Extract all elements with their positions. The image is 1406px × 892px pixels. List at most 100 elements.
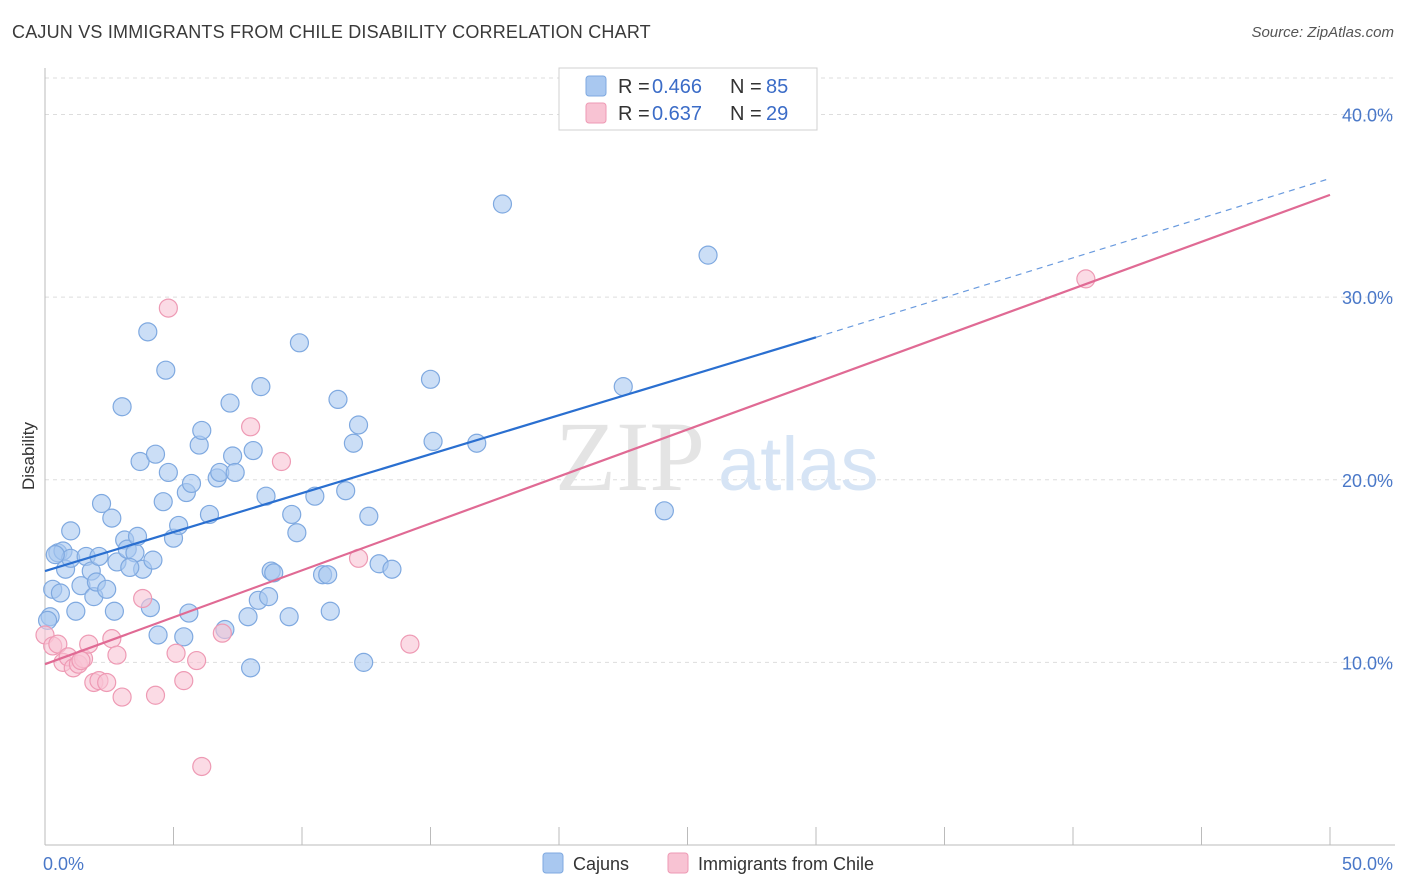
point-cajuns xyxy=(698,245,718,265)
x-tick-label: 50.0% xyxy=(1342,854,1393,874)
axes xyxy=(44,68,1395,846)
point-cajuns xyxy=(120,557,140,578)
point-cajuns xyxy=(225,462,245,483)
point-cajuns xyxy=(91,493,112,514)
point-cajuns xyxy=(348,415,369,435)
legend-n-value-cajuns: 85 xyxy=(766,76,788,98)
point-cajuns xyxy=(492,194,513,214)
point-cajuns xyxy=(174,627,194,647)
point-chile xyxy=(166,643,186,663)
trend-line-chile xyxy=(44,193,1331,666)
watermark-zip: ZIP xyxy=(555,401,705,512)
point-chile xyxy=(212,623,232,643)
point-cajuns xyxy=(179,603,199,623)
point-cajuns xyxy=(112,397,132,417)
point-cajuns xyxy=(423,431,443,452)
point-chile xyxy=(187,650,207,671)
point-cajuns xyxy=(145,444,166,464)
point-cajuns xyxy=(318,565,338,585)
y-tick-label: 30.0% xyxy=(1342,288,1393,308)
legend-top: R = 0.466 N = 85 R = 0.637 N = 29 xyxy=(558,67,818,131)
gridlines xyxy=(45,77,1395,663)
point-cajuns xyxy=(258,587,279,607)
point-cajuns xyxy=(130,451,150,472)
point-cajuns xyxy=(241,658,261,678)
legend-r-value-chile: 0.637 xyxy=(652,103,702,125)
point-cajuns xyxy=(220,393,240,413)
point-cajuns xyxy=(148,625,168,645)
legend-swatch-chile xyxy=(585,102,607,124)
point-cajuns xyxy=(336,481,356,501)
point-cajuns xyxy=(251,377,271,397)
point-cajuns xyxy=(153,492,173,512)
point-cajuns xyxy=(287,523,307,543)
point-cajuns xyxy=(243,440,263,461)
point-cajuns xyxy=(104,601,124,621)
y-tick-label: 20.0% xyxy=(1342,471,1393,491)
point-cajuns xyxy=(279,607,299,627)
point-cajuns xyxy=(343,433,363,453)
legend-r-label-cajuns: R = xyxy=(618,76,650,98)
bottom-legend-swatch-cajuns xyxy=(542,852,564,874)
bottom-legend-label-cajuns: Cajuns xyxy=(573,854,629,874)
watermark-atlas: atlas xyxy=(718,422,879,507)
y-tick-label: 10.0% xyxy=(1342,653,1393,673)
x-tick-label: 0.0% xyxy=(43,854,84,874)
tick-labels: 10.0% 20.0% 30.0% 40.0% 0.0% 50.0% xyxy=(43,106,1393,874)
point-cajuns xyxy=(143,550,163,570)
point-cajuns xyxy=(420,369,441,389)
chart-source: Source: ZipAtlas.com xyxy=(1251,24,1394,41)
point-chile xyxy=(271,451,292,472)
bottom-legend-label-chile: Immigrants from Chile xyxy=(698,854,874,874)
point-chile xyxy=(400,634,420,654)
data-points xyxy=(35,194,1096,777)
point-cajuns xyxy=(102,508,122,528)
trend-line-cajuns-extension xyxy=(815,177,1331,338)
point-chile xyxy=(158,298,178,318)
point-cajuns xyxy=(359,506,379,526)
trend-lines xyxy=(44,177,1331,666)
point-chile xyxy=(133,588,153,609)
point-chile xyxy=(192,756,212,777)
point-cajuns xyxy=(158,462,178,483)
point-cajuns xyxy=(156,360,176,380)
point-cajuns xyxy=(282,504,302,525)
legend-n-label-chile: N = xyxy=(730,103,762,125)
point-cajuns xyxy=(192,420,212,441)
point-cajuns xyxy=(223,446,243,466)
point-cajuns xyxy=(382,559,402,579)
y-axis-label: Disability xyxy=(19,421,38,490)
point-cajuns xyxy=(328,389,348,410)
chart-title: CAJUN VS IMMIGRANTS FROM CHILE DISABILIT… xyxy=(12,22,651,42)
point-cajuns xyxy=(289,333,310,353)
bottom-legend-swatch-chile xyxy=(667,852,689,874)
point-cajuns xyxy=(45,545,65,565)
point-cajuns xyxy=(138,322,158,342)
point-cajuns xyxy=(66,601,86,621)
point-chile xyxy=(107,645,127,665)
legend-bottom: Cajuns Immigrants from Chile xyxy=(542,852,874,874)
point-cajuns xyxy=(654,501,674,521)
point-chile xyxy=(241,417,261,437)
legend-swatch-cajuns xyxy=(585,75,607,97)
point-cajuns xyxy=(181,473,202,494)
point-cajuns xyxy=(238,607,258,627)
trend-line-cajuns xyxy=(44,336,817,573)
point-cajuns xyxy=(320,601,340,621)
point-cajuns xyxy=(354,652,374,672)
point-cajuns xyxy=(264,563,284,583)
legend-r-value-cajuns: 0.466 xyxy=(652,76,702,98)
point-chile xyxy=(48,634,68,654)
point-chile xyxy=(145,685,166,705)
point-chile xyxy=(97,672,117,693)
point-cajuns xyxy=(50,583,71,603)
point-chile xyxy=(174,671,194,691)
watermark: ZIP atlas xyxy=(555,401,879,512)
point-cajuns xyxy=(467,433,487,453)
legend-r-label-chile: R = xyxy=(618,103,650,125)
point-cajuns xyxy=(97,579,117,599)
legend-n-label-cajuns: N = xyxy=(730,76,762,98)
point-cajuns xyxy=(61,521,81,541)
point-chile xyxy=(112,687,132,707)
